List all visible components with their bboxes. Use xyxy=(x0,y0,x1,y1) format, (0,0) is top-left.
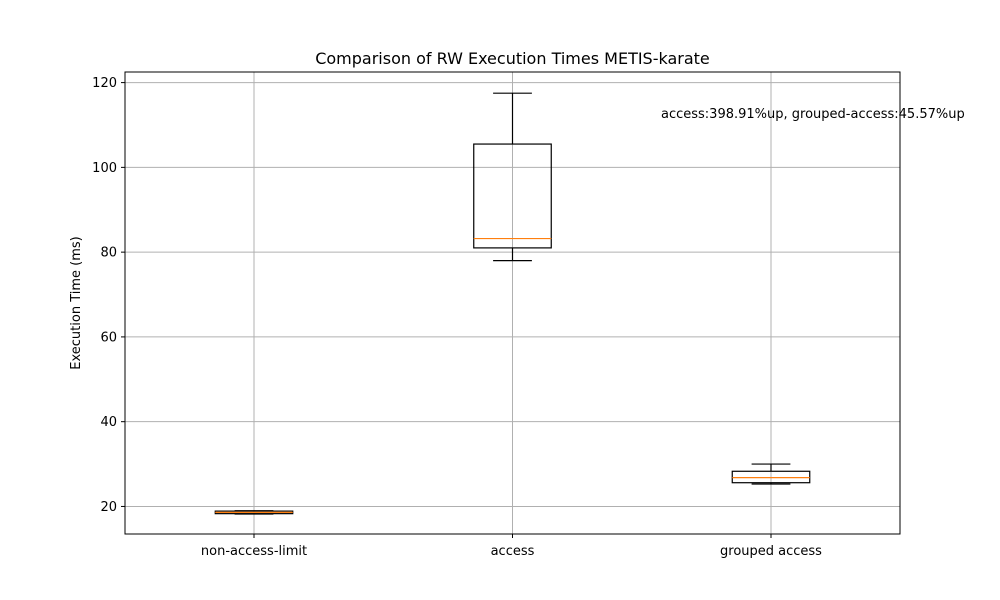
chart-title: Comparison of RW Execution Times METIS-k… xyxy=(315,49,710,68)
interquartile-box xyxy=(473,143,552,249)
x-tick-label: non-access-limit xyxy=(201,544,307,559)
x-tick-label: grouped access xyxy=(720,544,822,559)
y-tick-label: 80 xyxy=(100,246,117,261)
y-tick-label: 60 xyxy=(100,330,117,345)
y-tick-label: 20 xyxy=(100,500,117,515)
x-tick-label: access xyxy=(491,544,535,559)
box-access xyxy=(473,92,552,262)
box-grouped-access xyxy=(731,463,811,485)
y-tick-label: 120 xyxy=(92,76,117,91)
boxes xyxy=(214,92,811,515)
grid-lines xyxy=(125,72,900,534)
y-tick-label: 100 xyxy=(92,161,117,176)
y-tick-label: 40 xyxy=(100,415,117,430)
box-non-access-limit xyxy=(214,510,294,515)
y-axis-label: Execution Time (ms) xyxy=(69,236,84,369)
percentage-annotation: access:398.91%up, grouped-access:45.57%u… xyxy=(661,107,965,122)
interquartile-box xyxy=(731,470,811,484)
axis-ticks: 20 40 60 80 100 120 non-access-limit access grou… xyxy=(92,76,822,559)
